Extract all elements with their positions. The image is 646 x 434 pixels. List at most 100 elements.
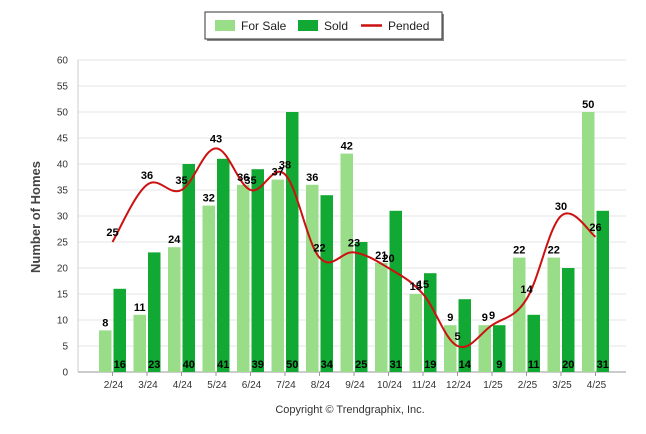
y-tick-label: 55 — [57, 82, 69, 93]
data-label-sold: 25 — [355, 359, 367, 371]
legend: For Sale Sold Pended — [204, 11, 444, 41]
data-label-for-sale: 22 — [548, 245, 560, 257]
data-label-for-sale: 36 — [306, 172, 318, 184]
y-tick-label: 15 — [57, 290, 69, 301]
data-label-pended: 38 — [279, 159, 291, 171]
x-tick-label: 3/24 — [138, 380, 158, 391]
bar-for-sale — [547, 257, 560, 372]
bar-sold — [113, 288, 126, 372]
data-label-sold: 41 — [217, 359, 229, 371]
bar-for-sale — [99, 330, 112, 372]
bar-sold — [217, 158, 230, 372]
y-tick-label: 5 — [62, 342, 68, 353]
data-label-pended: 20 — [382, 253, 394, 265]
data-label-sold: 11 — [528, 359, 540, 371]
bar-for-sale — [168, 247, 181, 372]
x-tick-label: 4/24 — [173, 380, 193, 391]
y-tick-label: 30 — [57, 212, 69, 223]
data-label-pended: 35 — [175, 175, 187, 187]
data-label-sold: 34 — [321, 359, 334, 371]
y-tick-label: 60 — [57, 56, 69, 67]
y-tick-label: 20 — [57, 264, 69, 275]
y-tick-label: 25 — [57, 238, 69, 249]
x-tick-label: 2/25 — [518, 380, 538, 391]
data-label-for-sale: 22 — [513, 245, 525, 257]
bar-for-sale — [237, 184, 250, 372]
bar-sold — [148, 252, 161, 372]
legend-swatch-for-sale — [215, 20, 235, 31]
bar-sold — [355, 242, 368, 372]
bar-for-sale — [271, 179, 284, 372]
data-label-for-sale: 11 — [134, 302, 146, 314]
data-label-sold: 23 — [148, 359, 160, 371]
legend-label-sold: Sold — [324, 19, 348, 33]
tick-labels: 0 5 10 15 20 25 30 35 40 45 50 55 60 2/24 3/24 4/24 5/24… — [57, 56, 607, 392]
y-tick-label: 0 — [62, 368, 68, 379]
legend-label-for-sale: For Sale — [241, 19, 287, 33]
data-label-pended: 35 — [244, 175, 256, 187]
x-tick-label: 6/24 — [242, 380, 262, 391]
bar-sold — [562, 268, 575, 372]
legend-label-pended: Pended — [388, 19, 429, 33]
data-label-pended: 15 — [417, 279, 429, 291]
bar-for-sale — [133, 314, 146, 372]
bar-sold — [182, 164, 195, 372]
bar-for-sale — [306, 184, 319, 372]
data-label-sold: 39 — [252, 359, 264, 371]
data-label-pended: 22 — [313, 243, 325, 255]
data-label-pended: 26 — [589, 222, 601, 234]
x-tick-label: 11/24 — [412, 380, 437, 391]
data-label-sold: 14 — [459, 359, 472, 371]
data-label-sold: 16 — [114, 359, 126, 371]
data-label-pended: 23 — [348, 237, 360, 249]
bars — [99, 112, 609, 372]
data-label-pended: 5 — [454, 331, 460, 343]
data-label-for-sale: 15 — [410, 281, 422, 293]
data-label-for-sale: 42 — [341, 141, 353, 153]
data-label-for-sale: 9 — [482, 312, 488, 324]
bar-for-sale — [513, 257, 526, 372]
data-label-sold: 20 — [562, 359, 574, 371]
bar-sold — [251, 169, 264, 372]
data-label-pended: 14 — [520, 284, 533, 296]
y-tick-label: 10 — [57, 316, 69, 327]
data-label-for-sale: 24 — [168, 234, 181, 246]
data-label-for-sale: 8 — [102, 317, 108, 329]
y-tick-label: 35 — [57, 186, 69, 197]
y-tick-label: 45 — [57, 134, 69, 145]
bar-sold — [527, 314, 540, 372]
copyright-text: Copyright © Trendgraphix, Inc. — [275, 404, 424, 416]
pended-line — [111, 147, 597, 349]
bar-for-sale — [409, 294, 422, 372]
data-label-for-sale: 9 — [447, 312, 453, 324]
data-label-sold: 31 — [390, 359, 402, 371]
data-label-for-sale: 36 — [237, 172, 249, 184]
data-label-sold: 9 — [496, 359, 502, 371]
data-label-for-sale: 32 — [203, 193, 215, 205]
y-tick-label: 50 — [57, 108, 69, 119]
x-tick-label: 10/24 — [377, 380, 402, 391]
data-label-pended: 36 — [141, 170, 153, 182]
x-tick-label: 1/25 — [483, 380, 503, 391]
data-label-for-sale: 21 — [375, 250, 387, 262]
bar-for-sale — [340, 153, 353, 372]
pended-line-path — [111, 147, 597, 349]
x-tick-label: 5/24 — [207, 380, 227, 391]
bar-for-sale — [582, 112, 595, 372]
data-label-pended: 30 — [555, 201, 567, 213]
bar-for-sale — [202, 205, 215, 372]
bar-for-sale — [478, 325, 491, 372]
bar-sold — [286, 112, 299, 372]
data-label-sold: 31 — [597, 359, 609, 371]
bar-sold — [320, 195, 333, 372]
x-tick-label: 8/24 — [311, 380, 331, 391]
data-labels: 8 16 11 23 24 40 32 41 36 39 37 50 36 34 42 25 21 31 15 19 9… — [102, 99, 609, 371]
legend-box — [204, 11, 443, 40]
bar-sold — [493, 325, 506, 372]
data-label-pended: 9 — [489, 310, 495, 322]
x-tick-label: 7/24 — [276, 380, 296, 391]
x-tick-label: 3/25 — [552, 380, 572, 391]
x-tick-label: 2/24 — [104, 380, 124, 391]
y-axis-label: Number of Homes — [28, 161, 43, 273]
